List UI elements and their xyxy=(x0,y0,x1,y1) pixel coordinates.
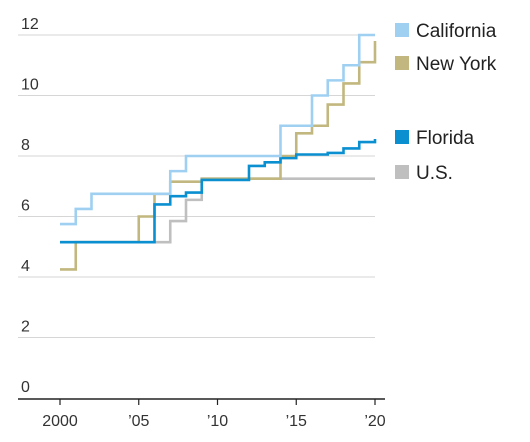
series-line-california xyxy=(60,33,375,226)
x-axis: 2000 ’05 ’10 ’15 ’20 xyxy=(18,398,386,430)
legend-label-florida: Florida xyxy=(416,128,475,149)
y-tick-label: 6 xyxy=(21,198,30,215)
y-tick-label: 10 xyxy=(21,77,39,94)
legend-swatch-us xyxy=(395,165,409,179)
series-line-u-s xyxy=(60,177,375,244)
y-tick-labels: 0 2 4 6 8 10 12 xyxy=(21,16,39,396)
gridlines xyxy=(18,34,375,338)
legend: California New York Florida U.S. xyxy=(395,21,497,184)
x-tick-label: 2000 xyxy=(42,413,78,430)
legend-label-new-york: New York xyxy=(416,54,497,75)
x-tick-label: ’05 xyxy=(128,413,149,430)
legend-swatch-california xyxy=(395,23,409,37)
legend-label-california: California xyxy=(416,21,497,42)
y-tick-label: 12 xyxy=(21,16,39,33)
y-tick-label: 4 xyxy=(21,258,30,275)
y-tick-label: 2 xyxy=(21,319,30,336)
series-line-florida xyxy=(60,139,377,244)
legend-swatch-new-york xyxy=(395,56,409,70)
legend-label-us: U.S. xyxy=(416,163,453,184)
series-lines xyxy=(60,33,377,271)
legend-swatch-florida xyxy=(395,130,409,144)
y-tick-label: 0 xyxy=(21,379,30,396)
x-tick-label: ’10 xyxy=(207,413,228,430)
x-tick-label: ’20 xyxy=(364,413,385,430)
x-tick-label: ’15 xyxy=(286,413,307,430)
y-tick-label: 8 xyxy=(21,137,30,154)
